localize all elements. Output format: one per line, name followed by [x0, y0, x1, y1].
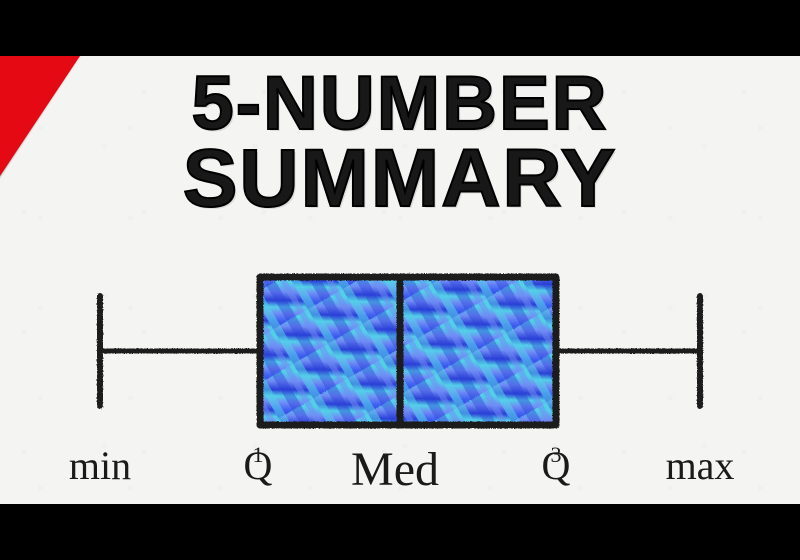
label-median: Med	[351, 442, 439, 497]
label-min: min	[69, 442, 131, 489]
label-q1-sub: 1	[253, 442, 264, 468]
label-max: max	[666, 442, 735, 489]
boxplot: min Q1 Med Q3 max	[0, 256, 800, 496]
boxplot-geometry	[100, 277, 700, 425]
title-block: 5-NUMBER SUMMARY	[0, 68, 800, 218]
boxplot-labels: min Q1 Med Q3 max	[0, 442, 800, 496]
title-line-2: SUMMARY	[0, 140, 800, 218]
title-line-1: 5-NUMBER	[0, 68, 800, 140]
diagram-canvas: 5-NUMBER SUMMARY	[0, 56, 800, 504]
label-q3-sub: 3	[551, 442, 562, 468]
